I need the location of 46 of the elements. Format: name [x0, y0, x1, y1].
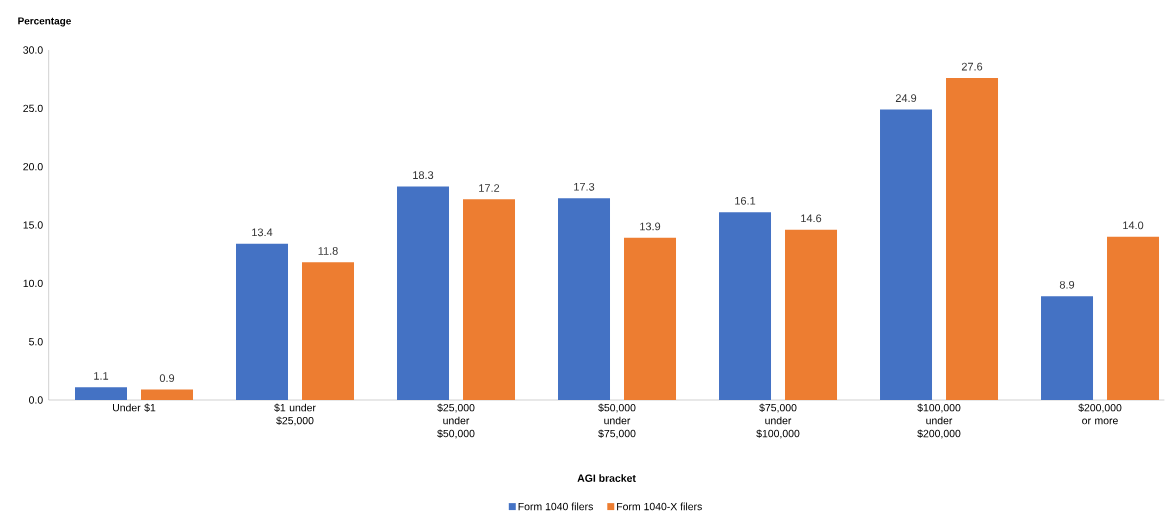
legend-label: Form 1040 filers: [518, 502, 593, 511]
data-label: 11.8: [318, 247, 338, 255]
bar: [719, 212, 772, 400]
data-label: 17.2: [479, 184, 500, 192]
bar: [1041, 296, 1094, 400]
x-tick-label: Under $1: [113, 403, 156, 412]
x-tick-label: $200,000 or more: [1078, 403, 1122, 425]
data-label: 27.6: [961, 62, 983, 71]
bar: [558, 198, 611, 400]
data-label: 13.9: [640, 222, 661, 231]
y-tick-label: 25.0: [23, 104, 43, 113]
data-label: 1.1: [94, 372, 109, 380]
data-label: 24.9: [895, 94, 917, 102]
y-tick-label: 15.0: [23, 221, 43, 229]
bar: [946, 77, 999, 400]
x-tick-label: $100,000 under $200,000: [917, 403, 961, 439]
data-label: 17.3: [574, 182, 595, 191]
y-tick-label: 10.0: [23, 279, 43, 288]
legend-label: Form 1040-X filers: [617, 502, 702, 511]
bar: [1107, 236, 1160, 400]
bar: [75, 387, 127, 400]
data-label: 16.1: [735, 196, 756, 205]
bar: [236, 243, 288, 400]
bar: [141, 389, 193, 400]
data-label: 8.9: [1059, 280, 1075, 289]
y-tick-label: 20.0: [23, 162, 43, 171]
data-label: 14.0: [1123, 221, 1144, 230]
bar: [397, 186, 450, 400]
bar: [302, 262, 354, 400]
data-label: 13.4: [252, 228, 273, 237]
bar: [880, 109, 933, 400]
y-tick-label: 0.0: [29, 396, 43, 404]
x-tick-label: $1 under $25,000: [274, 403, 316, 426]
bar: [463, 199, 516, 400]
y-axis-title: Percentage: [18, 17, 71, 27]
x-tick-label: $75,000 under $100,000: [756, 403, 800, 439]
x-axis-title: AGI bracket: [577, 474, 636, 482]
data-label: 14.6: [801, 214, 822, 223]
x-tick-label: $50,000 under $75,000: [598, 403, 636, 439]
data-label: 0.9: [159, 374, 175, 382]
bar: [785, 229, 838, 400]
data-label: 18.3: [413, 171, 434, 179]
y-tick-label: 5.0: [29, 337, 43, 346]
y-tick-label: 30.0: [23, 46, 43, 54]
x-tick-label: $25,000 under $50,000: [437, 403, 475, 439]
bar: [624, 237, 677, 400]
